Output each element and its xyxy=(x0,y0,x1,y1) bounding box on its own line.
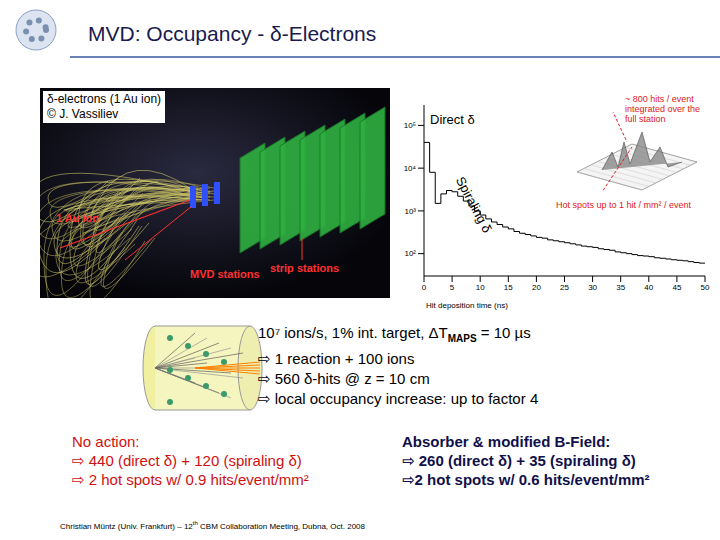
svg-text:25: 25 xyxy=(560,283,569,292)
svg-text:15: 15 xyxy=(504,283,513,292)
html-text:full station: full station xyxy=(625,114,666,124)
svg-text:35: 35 xyxy=(616,283,625,292)
html-text:strip stations: strip stations xyxy=(270,262,340,274)
svg-text:40: 40 xyxy=(644,283,653,292)
html-text:~ 800 hits / event: ~ 800 hits / event xyxy=(625,94,694,104)
html-text:No action:: No action: xyxy=(72,433,140,450)
html-text:⇨ 260 (direct δ) + 35 (spirali: ⇨ 260 (direct δ) + 35 (spiraling δ) xyxy=(402,452,636,469)
html-text:Christian Müntz (Univ. Frankfu: Christian Müntz (Univ. Frankfurt) – 12th… xyxy=(60,520,365,531)
svg-text:45: 45 xyxy=(672,283,681,292)
html-text:Spiraling δ: Spiraling δ xyxy=(452,174,495,236)
html-text:δ-electrons (1 Au ion): δ-electrons (1 Au ion) xyxy=(47,92,162,106)
html-text:© J. Vassiliev: © J. Vassiliev xyxy=(47,107,119,121)
html-text:MVD stations: MVD stations xyxy=(190,268,260,280)
html-text:Hot spots up to 1 hit / mm² /: Hot spots up to 1 hit / mm² / event xyxy=(556,200,692,210)
html-text:MVD: Occupancy - δ-Electrons: MVD: Occupancy - δ-Electrons xyxy=(88,22,377,45)
svg-text:20: 20 xyxy=(532,283,541,292)
svg-text:10⁵: 10⁵ xyxy=(404,121,416,130)
html-text:⇨2 hot spots w/ 0.6 hits/event: ⇨2 hot spots w/ 0.6 hits/event/mm² xyxy=(402,471,650,488)
svg-text:10³: 10³ xyxy=(404,207,416,216)
html-text:1 Au ion: 1 Au ion xyxy=(56,212,99,224)
html-text:10⁷ ions/s, 1% int. target, ΔT: 10⁷ ions/s, 1% int. target, ΔTMAPS= 10 µ… xyxy=(258,324,531,344)
svg-text:10: 10 xyxy=(476,283,485,292)
svg-text:30: 30 xyxy=(588,283,597,292)
html-text:Direct δ: Direct δ xyxy=(430,112,475,127)
svg-text:10⁴: 10⁴ xyxy=(404,164,417,173)
html-text:integrated over the: integrated over the xyxy=(625,104,701,114)
svg-text:Hit deposition time (ns): Hit deposition time (ns) xyxy=(426,301,508,310)
html-text:⇨ 2 hot spots w/ 0.9 hits/even: ⇨ 2 hot spots w/ 0.9 hits/event/mm² xyxy=(72,471,309,488)
html-text:⇨ 440 (direct δ) + 120 (spiral: ⇨ 440 (direct δ) + 120 (spiraling δ) xyxy=(72,452,302,469)
svg-text:5: 5 xyxy=(450,283,455,292)
svg-text:10²: 10² xyxy=(404,249,416,258)
html-text:⇨ local occupancy increase: up: ⇨ local occupancy increase: up to factor… xyxy=(258,390,539,407)
html-text:⇨ 560 δ-hits @ z = 10 cm: ⇨ 560 δ-hits @ z = 10 cm xyxy=(258,370,430,387)
html-text:⇨ 1 reaction + 100 ions: ⇨ 1 reaction + 100 ions xyxy=(258,350,415,367)
svg-text:50: 50 xyxy=(701,283,710,292)
svg-text:0: 0 xyxy=(422,283,427,292)
html-text:Absorber & modified B-Field:: Absorber & modified B-Field: xyxy=(402,433,611,450)
